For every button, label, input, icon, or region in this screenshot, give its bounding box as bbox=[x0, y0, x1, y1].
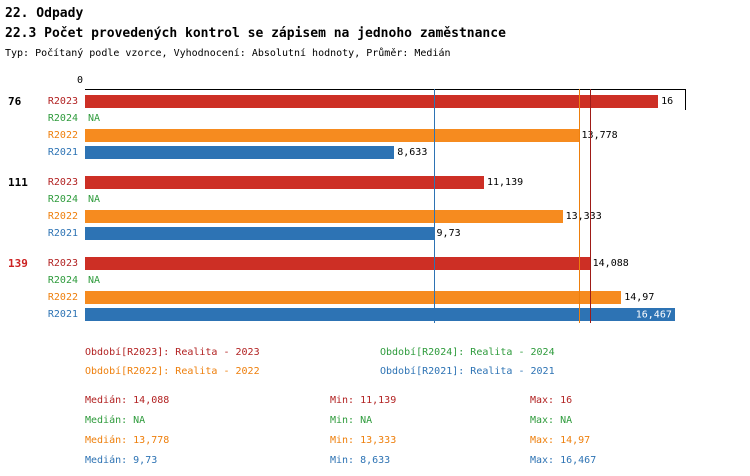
bar-track: 14,088 bbox=[85, 257, 685, 270]
stat-min-r2023: Min: 11,139 bbox=[330, 395, 397, 406]
bar-value-label: 16 bbox=[661, 96, 674, 107]
stats-summary: Medián: 14,088 Min: 11,139 Max: 16 Medián: … bbox=[85, 395, 750, 466]
bar-row: R2022 13,333 bbox=[0, 208, 750, 225]
chart-title: 22.3 Počet provedených kontrol se zápise… bbox=[5, 26, 506, 41]
chart-subtitle: Typ: Počítaný podle vzorce, Vyhodnocení:… bbox=[5, 48, 451, 59]
bar-track: NA bbox=[85, 113, 685, 124]
bar-track: 16,467 bbox=[85, 308, 685, 321]
group-label: 139 bbox=[8, 257, 28, 270]
bar-track: 13,778 bbox=[85, 129, 685, 142]
x-axis-zero-label: 0 bbox=[77, 75, 84, 86]
legend-item-r2023: Období[R2023]: Realita - 2023 bbox=[85, 347, 260, 358]
x-axis-end-tick bbox=[685, 89, 686, 110]
stat-median-r2024: Medián: NA bbox=[85, 415, 146, 426]
na-value-label: NA bbox=[88, 194, 101, 205]
bar-group-111: 111 R2023 11,139 R2024 NA R2022 13,333 R2021 9,7… bbox=[0, 174, 750, 242]
group-label: 76 bbox=[8, 95, 22, 108]
bar-value-label: 9,73 bbox=[436, 228, 461, 239]
bar-r2022 bbox=[85, 210, 563, 223]
stat-max-r2021: Max: 16,467 bbox=[530, 455, 597, 466]
na-value-label: NA bbox=[88, 275, 101, 286]
bar-r2022 bbox=[85, 291, 622, 304]
bar-row: R2021 9,73 bbox=[0, 225, 750, 242]
bar-row: R2021 8,633 bbox=[0, 144, 750, 161]
bar-track: 9,73 bbox=[85, 227, 685, 240]
bar-value-label: 8,633 bbox=[397, 147, 428, 158]
stat-median-r2021: Medián: 9,73 bbox=[85, 455, 158, 466]
bar-chart: 0 76 R2023 16 R2024 NA R2022 13,778 R2021 8,633 1… bbox=[0, 74, 750, 323]
series-label-r2022: R2022 bbox=[47, 292, 78, 303]
series-label-r2023: R2023 bbox=[47, 258, 78, 269]
bar-track: 16 bbox=[85, 95, 685, 108]
bar-value-label: 13,778 bbox=[581, 130, 618, 141]
series-label-r2021: R2021 bbox=[47, 147, 78, 158]
na-value-label: NA bbox=[88, 113, 101, 124]
bar-group-76: 76 R2023 16 R2024 NA R2022 13,778 R2021 8,633 bbox=[0, 93, 750, 161]
median-line-r2022 bbox=[578, 89, 580, 323]
series-label-r2024: R2024 bbox=[47, 275, 78, 286]
bar-value-label: 11,139 bbox=[487, 177, 524, 188]
stat-min-r2024: Min: NA bbox=[330, 415, 373, 426]
series-label-r2024: R2024 bbox=[47, 194, 78, 205]
bar-track: 11,139 bbox=[85, 176, 685, 189]
series-label-r2021: R2021 bbox=[47, 309, 78, 320]
bar-track: 14,97 bbox=[85, 291, 685, 304]
bar-track: NA bbox=[85, 194, 685, 205]
median-line-r2021 bbox=[433, 89, 435, 323]
x-axis-line bbox=[85, 89, 686, 90]
stat-min-r2021: Min: 8,633 bbox=[330, 455, 391, 466]
bar-r2023 bbox=[85, 95, 659, 108]
series-label-r2024: R2024 bbox=[47, 113, 78, 124]
series-label-r2021: R2021 bbox=[47, 228, 78, 239]
bar-row: 111 R2023 11,139 bbox=[0, 174, 750, 191]
bar-row: R2021 16,467 bbox=[0, 306, 750, 323]
bar-row: 76 R2023 16 bbox=[0, 93, 750, 110]
bar-value-label: 14,97 bbox=[624, 292, 655, 303]
median-line-r2023 bbox=[589, 89, 591, 323]
bar-r2021 bbox=[85, 227, 434, 240]
chart-legend: Období[R2023]: Realita - 2023 Období[R202… bbox=[85, 347, 750, 378]
bar-track: NA bbox=[85, 275, 685, 286]
group-label: 111 bbox=[8, 176, 28, 189]
bar-track: 8,633 bbox=[85, 146, 685, 159]
series-label-r2023: R2023 bbox=[47, 96, 78, 107]
chapter-title: 22. Odpady bbox=[5, 6, 84, 21]
bar-track: 13,333 bbox=[85, 210, 685, 223]
legend-item-r2022: Období[R2022]: Realita - 2022 bbox=[85, 366, 260, 377]
bar-row: R2022 13,778 bbox=[0, 127, 750, 144]
stat-max-r2024: Max: NA bbox=[530, 415, 573, 426]
bar-r2023 bbox=[85, 257, 590, 270]
bar-r2021 bbox=[85, 146, 395, 159]
chart-header: 22. Odpady 22.3 Počet provedených kontro… bbox=[0, 0, 750, 60]
chart-page: 22. Odpady 22.3 Počet provedených kontro… bbox=[0, 0, 750, 466]
bar-group-139: 139 R2023 14,088 R2024 NA R2022 14,97 R2021 16,4… bbox=[0, 255, 750, 323]
stat-min-r2022: Min: 13,333 bbox=[330, 435, 397, 446]
stat-row-r2022: Medián: 13,778 Min: 13,333 Max: 14,97 bbox=[85, 435, 750, 446]
stat-row-r2023: Medián: 14,088 Min: 11,139 Max: 16 bbox=[85, 395, 750, 406]
stat-max-r2023: Max: 16 bbox=[530, 395, 573, 406]
series-label-r2022: R2022 bbox=[47, 211, 78, 222]
bar-row: R2022 14,97 bbox=[0, 289, 750, 306]
series-label-r2023: R2023 bbox=[47, 177, 78, 188]
bar-r2021: 16,467 bbox=[85, 308, 675, 321]
stat-row-r2021: Medián: 9,73 Min: 8,633 Max: 16,467 bbox=[85, 455, 750, 466]
stat-median-r2023: Medián: 14,088 bbox=[85, 395, 170, 406]
bar-row: 139 R2023 14,088 bbox=[0, 255, 750, 272]
bar-row: R2024 NA bbox=[0, 191, 750, 208]
bar-value-label: 14,088 bbox=[592, 258, 629, 269]
bar-r2023 bbox=[85, 176, 484, 189]
legend-item-r2024: Období[R2024]: Realita - 2024 bbox=[380, 347, 555, 358]
chart-plot: 76 R2023 16 R2024 NA R2022 13,778 R2021 8,633 111… bbox=[0, 89, 750, 323]
series-label-r2022: R2022 bbox=[47, 130, 78, 141]
stat-max-r2022: Max: 14,97 bbox=[530, 435, 591, 446]
stat-row-r2024: Medián: NA Min: NA Max: NA bbox=[85, 415, 750, 426]
legend-item-r2021: Období[R2021]: Realita - 2021 bbox=[380, 366, 555, 377]
bar-row: R2024 NA bbox=[0, 272, 750, 289]
bar-r2022 bbox=[85, 129, 579, 142]
bar-value-label: 16,467 bbox=[635, 309, 672, 320]
stat-median-r2022: Medián: 13,778 bbox=[85, 435, 170, 446]
bar-value-label: 13,333 bbox=[565, 211, 602, 222]
bar-row: R2024 NA bbox=[0, 110, 750, 127]
